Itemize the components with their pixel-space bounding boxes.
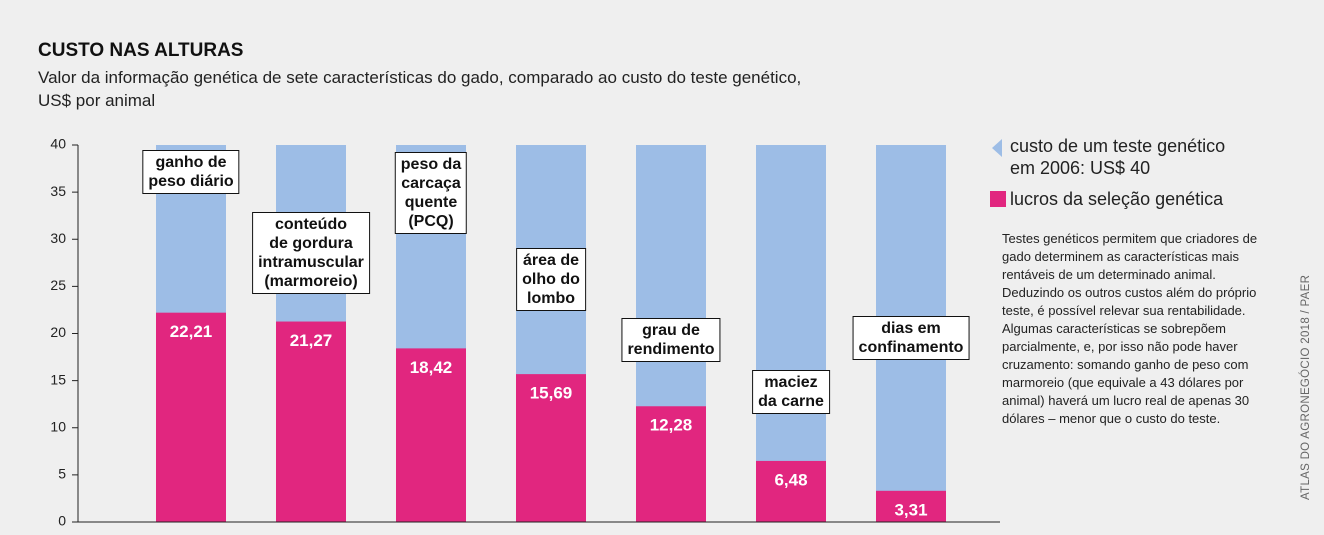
legend-marker [990,137,1012,159]
category-line: maciez [764,374,818,391]
y-tick-label: 5 [58,466,66,482]
value-label: 3,31 [894,500,927,519]
y-tick-label: 15 [50,371,66,387]
value-label: 22,21 [170,322,213,341]
y-tick-label: 35 [50,183,66,199]
value-label: 18,42 [410,358,453,377]
category-line: lombo [526,290,575,307]
value-label: 15,69 [530,384,573,403]
value-label: 12,28 [650,416,693,435]
category-line: peso diário [148,173,234,190]
bar [756,460,826,522]
category-label: dias em confinamento [852,316,970,360]
category-line: ganho de [155,154,227,171]
value-label: 21,27 [290,331,333,350]
category-line: (marmoreio) [264,273,358,290]
category-line: (PCQ) [408,213,454,230]
y-tick-label: 10 [50,418,66,434]
category-label: grau de rendimento [621,318,721,362]
category-label: área de olho do lombo [516,248,586,311]
bar [276,321,346,522]
category-line: carcaça [401,175,461,192]
category-line: área de [522,252,580,269]
category-label: maciez da carne [752,370,830,414]
bar [756,145,826,522]
legend-triangle [992,139,1002,157]
category-line: peso da [400,156,462,173]
bar [156,312,226,522]
category-line: quente [404,194,458,211]
value-label: 6,48 [774,470,807,489]
category-line: olho do [522,271,580,288]
source: ATLAS DO AGRONEGÓCIO 2018 / PAER [1300,274,1312,500]
category-line: intramuscular [258,254,364,271]
note: Testes genéticos permitem que criadores … [1002,231,1258,426]
subtitle-line: Valor da informação genética de sete car… [38,68,802,87]
bar [396,348,466,522]
legend-marker [990,191,1006,207]
category-line: dias em [881,320,941,337]
category-line: da carne [758,393,824,410]
category-label: ganho de peso diário [142,150,240,194]
category-label: peso da carcaça quente (PCQ) [394,152,468,234]
category-line: conteúdo [275,216,347,233]
y-tick-label: 20 [50,324,66,340]
category-label: conteúdo de gordura intramuscular (marmorei… [252,212,370,294]
category-line: de gordura [269,235,353,252]
category-line: grau de [642,322,700,339]
y-tick-label: 0 [58,513,66,529]
bar [636,406,706,522]
y-tick-label: 40 [50,136,66,152]
legend-label: custo de um teste genético em 2006: US$ … [1010,136,1226,178]
category-line: confinamento [858,339,964,356]
chart-title: CUSTO NAS ALTURAS [38,40,244,61]
subtitle: Valor da informação genética de sete car… [38,66,801,112]
legend-label: lucros da seleção genética [1010,189,1224,209]
subtitle-line: US$ por animal [38,91,156,110]
y-tick-label: 25 [50,277,66,293]
bar [876,490,946,522]
bar [516,374,586,522]
legend-triangle-shape [992,139,1002,157]
category-line: rendimento [627,341,715,358]
y-tick-label: 30 [50,230,66,246]
